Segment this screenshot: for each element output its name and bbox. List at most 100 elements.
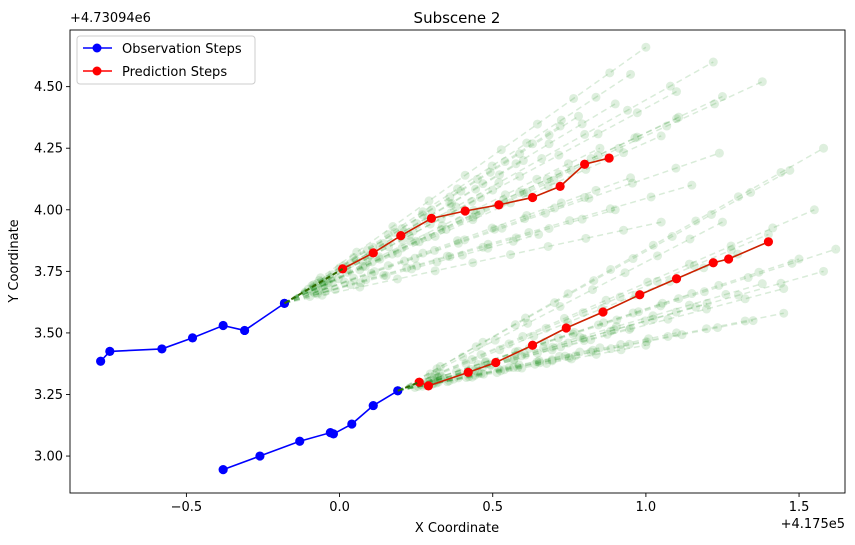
sample-point <box>642 337 652 347</box>
sample-point <box>779 308 789 318</box>
sample-point <box>623 105 633 115</box>
sample-point <box>550 298 560 308</box>
prediction-point <box>604 153 614 163</box>
sample-point <box>317 282 327 292</box>
sample-point <box>714 148 724 158</box>
sample-trajectory <box>284 184 693 305</box>
sample-point <box>547 356 557 366</box>
x-tick-label: 0.5 <box>482 500 503 515</box>
sample-trajectory <box>283 46 647 304</box>
prediction-point <box>463 367 473 377</box>
sample-point <box>522 138 532 148</box>
sample-point <box>468 258 478 268</box>
sample-point <box>627 178 637 188</box>
sample-point <box>541 323 551 333</box>
y-tick-label: 4.00 <box>34 203 63 218</box>
sample-point <box>432 364 442 374</box>
sample-point <box>563 338 573 348</box>
sample-point <box>532 174 542 184</box>
sample-point <box>593 129 603 139</box>
sample-point <box>433 373 443 383</box>
sample-point <box>565 216 575 226</box>
sample-point <box>717 217 727 227</box>
sample-point <box>381 271 391 281</box>
sample-point <box>500 190 510 200</box>
sample-point <box>588 285 598 295</box>
sample-point <box>691 302 701 312</box>
sample-point <box>442 251 452 261</box>
sample-point <box>437 372 447 382</box>
sample-trajectory <box>397 248 837 392</box>
sample-point <box>652 276 662 286</box>
sample-point <box>656 217 666 227</box>
sample-point <box>375 254 385 264</box>
sample-point <box>581 233 591 243</box>
sample-point <box>468 215 478 225</box>
sample-point <box>555 301 565 311</box>
sample-point <box>671 307 681 317</box>
sample-point <box>411 236 421 246</box>
sample-trajectory <box>284 159 524 305</box>
sample-point <box>555 351 565 361</box>
sample-point <box>532 357 542 367</box>
sample-point <box>831 244 841 254</box>
sample-point <box>473 359 483 369</box>
sample-point <box>453 236 462 246</box>
sample-point <box>407 264 417 274</box>
sample-point <box>628 308 638 318</box>
sample-point <box>566 165 576 175</box>
sample-point <box>543 241 553 251</box>
sample-trajectory <box>397 221 723 392</box>
x-tick-label: 1.0 <box>636 500 657 515</box>
sample-point <box>412 261 422 271</box>
sample-point <box>544 223 554 233</box>
sample-point <box>457 250 467 260</box>
sample-point <box>330 285 340 295</box>
sample-point <box>418 207 428 217</box>
sample-point <box>717 91 727 101</box>
sample-point <box>672 114 682 124</box>
sample-point <box>611 322 621 332</box>
sample-point <box>474 369 484 379</box>
sample-point <box>313 289 323 299</box>
sample-point <box>586 154 596 164</box>
prediction-point <box>527 192 538 203</box>
sample-point <box>560 351 570 361</box>
sample-point <box>523 318 533 328</box>
sample-point <box>532 348 542 358</box>
sample-point <box>346 280 356 290</box>
sample-point <box>508 236 518 246</box>
sample-point <box>427 372 437 382</box>
sample-point <box>534 229 544 239</box>
sample-point <box>441 224 451 234</box>
prediction-point <box>598 307 608 317</box>
sample-point <box>630 133 640 143</box>
sample-point <box>776 167 786 177</box>
sample-trajectory <box>397 292 693 392</box>
observation-point <box>368 400 378 411</box>
sample-point <box>754 267 764 277</box>
sample-point <box>383 261 393 271</box>
sample-point <box>515 188 525 198</box>
sample-point <box>499 365 509 375</box>
sample-point <box>455 216 465 226</box>
sample-point <box>556 342 566 352</box>
sample-point <box>483 243 493 253</box>
sample-point <box>556 115 566 125</box>
y-axis-ticks: 3.00 3.25 3.50 3.75 4.00 4.25 4.50 <box>34 80 70 465</box>
sample-point <box>547 355 557 365</box>
sample-point <box>624 339 634 349</box>
sample-point <box>591 92 601 102</box>
sample-point <box>487 223 497 233</box>
sample-point <box>445 199 455 209</box>
sample-point <box>672 328 682 338</box>
sample-point <box>740 294 750 304</box>
y-axis-label: Y Coordinate <box>7 219 22 303</box>
sample-point <box>476 368 486 378</box>
sample-point <box>620 268 630 278</box>
sample-point <box>518 156 528 166</box>
sample-point <box>408 226 418 236</box>
sample-point <box>509 355 519 365</box>
sample-point <box>748 316 758 326</box>
sample-point <box>563 289 573 299</box>
